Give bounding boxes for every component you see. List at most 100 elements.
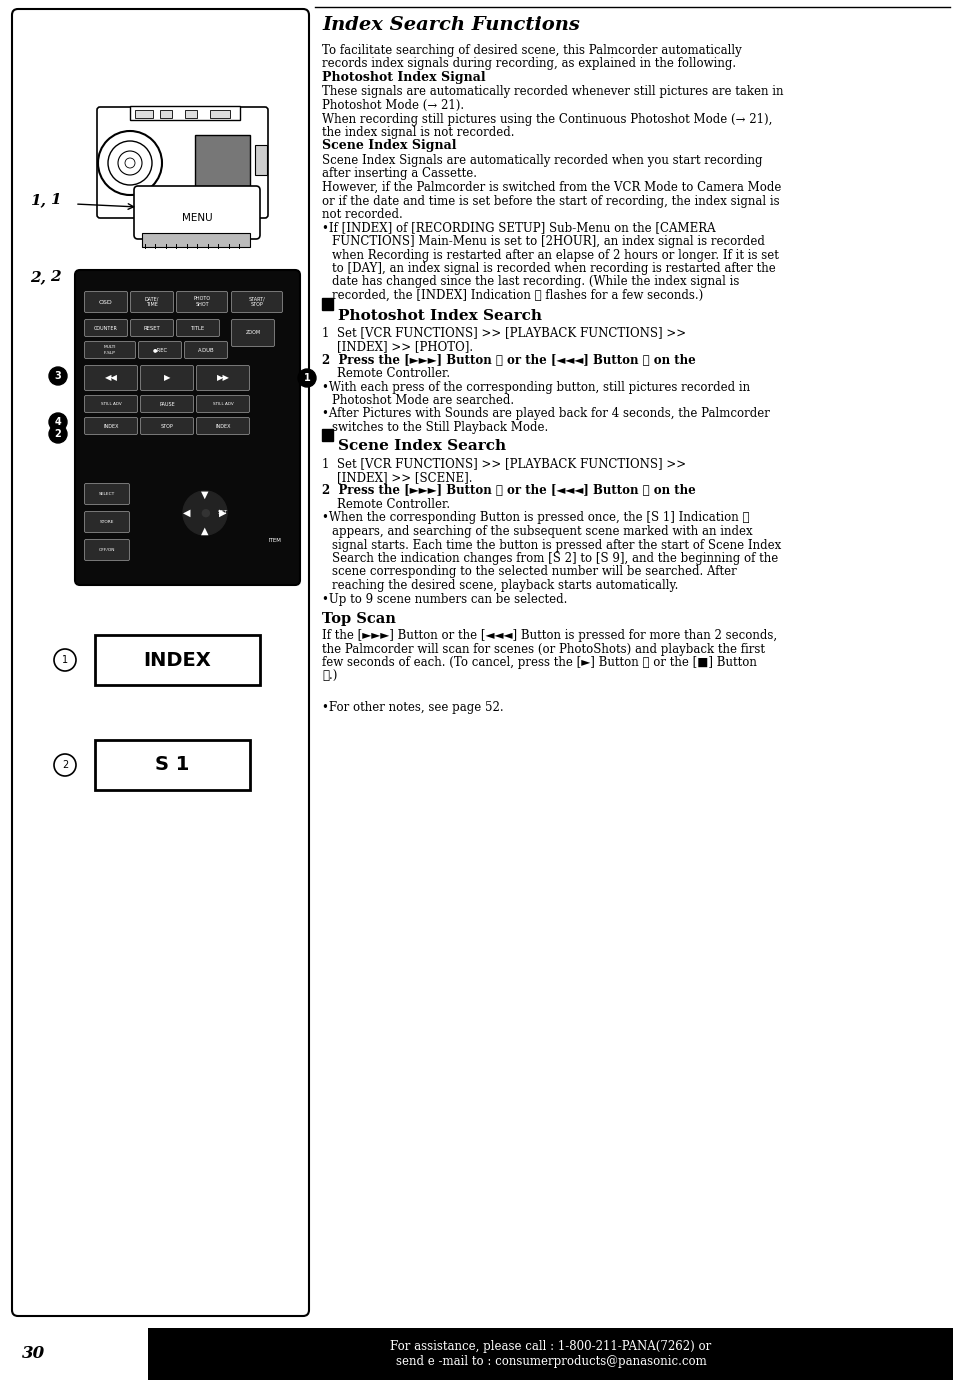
Text: ▼: ▼ bbox=[201, 490, 209, 500]
Text: •For other notes, see page 52.: •For other notes, see page 52. bbox=[322, 701, 503, 713]
Text: DATE/: DATE/ bbox=[145, 297, 159, 301]
Bar bbox=[254, 145, 267, 175]
Bar bbox=[95, 635, 260, 684]
Text: S 1: S 1 bbox=[155, 755, 190, 774]
Text: FUNCTIONS] Main-Menu is set to [2HOUR], an index signal is recorded: FUNCTIONS] Main-Menu is set to [2HOUR], … bbox=[332, 235, 764, 248]
Text: To facilitate searching of desired scene, this Palmcorder automatically: To facilitate searching of desired scene… bbox=[322, 44, 741, 57]
FancyBboxPatch shape bbox=[131, 320, 173, 337]
Text: •With each press of the corresponding button, still pictures recorded in: •With each press of the corresponding bu… bbox=[322, 381, 749, 393]
FancyBboxPatch shape bbox=[140, 396, 193, 413]
FancyBboxPatch shape bbox=[196, 366, 250, 391]
Bar bbox=[148, 1328, 953, 1380]
Text: scene corresponding to the selected number will be searched. After: scene corresponding to the selected numb… bbox=[332, 566, 736, 578]
Text: 3: 3 bbox=[54, 371, 61, 381]
Text: ●REC: ●REC bbox=[152, 348, 168, 352]
Text: •Up to 9 scene numbers can be selected.: •Up to 9 scene numbers can be selected. bbox=[322, 592, 567, 606]
Bar bbox=[194, 135, 250, 210]
Bar bbox=[142, 233, 250, 247]
Text: STOP: STOP bbox=[251, 302, 263, 308]
Text: MULTI: MULTI bbox=[104, 345, 116, 349]
Text: •After Pictures with Sounds are played back for 4 seconds, the Palmcorder: •After Pictures with Sounds are played b… bbox=[322, 407, 769, 421]
Text: 1,: 1, bbox=[30, 193, 46, 207]
Text: ZOOM: ZOOM bbox=[245, 330, 260, 335]
FancyBboxPatch shape bbox=[140, 366, 193, 391]
Text: ④.): ④.) bbox=[322, 669, 337, 683]
Text: Photoshot Mode (→ 21).: Photoshot Mode (→ 21). bbox=[322, 99, 464, 112]
Text: 4: 4 bbox=[54, 417, 61, 426]
Text: These signals are automatically recorded whenever still pictures are taken in: These signals are automatically recorded… bbox=[322, 86, 782, 98]
Text: START/: START/ bbox=[249, 297, 265, 301]
Text: Search the indication changes from [S 2] to [S 9], and the beginning of the: Search the indication changes from [S 2]… bbox=[332, 552, 778, 564]
Text: date has changed since the last recording. (While the index signal is: date has changed since the last recordin… bbox=[332, 276, 739, 288]
FancyBboxPatch shape bbox=[196, 418, 250, 435]
FancyBboxPatch shape bbox=[75, 270, 299, 585]
FancyBboxPatch shape bbox=[232, 320, 274, 346]
Text: [INDEX] >> [SCENE].: [INDEX] >> [SCENE]. bbox=[322, 471, 472, 484]
Text: •When the corresponding Button is pressed once, the [S 1] Indication ②: •When the corresponding Button is presse… bbox=[322, 512, 749, 524]
FancyBboxPatch shape bbox=[184, 341, 227, 359]
Text: OFF/ON: OFF/ON bbox=[99, 548, 115, 552]
Text: 2: 2 bbox=[54, 429, 61, 439]
Text: ▶: ▶ bbox=[164, 374, 170, 382]
Text: Top Scan: Top Scan bbox=[322, 611, 395, 627]
Text: ▶▶: ▶▶ bbox=[216, 374, 230, 382]
Text: RESET: RESET bbox=[144, 326, 160, 330]
Bar bbox=[322, 298, 333, 309]
FancyBboxPatch shape bbox=[232, 291, 282, 312]
Text: switches to the Still Playback Mode.: switches to the Still Playback Mode. bbox=[332, 421, 548, 433]
Text: STOP: STOP bbox=[160, 424, 173, 429]
Text: TITLE: TITLE bbox=[191, 326, 205, 330]
Bar bbox=[130, 106, 240, 120]
Text: For assistance, please call : 1-800-211-PANA(7262) or
send e -mail to : consumer: For assistance, please call : 1-800-211-… bbox=[390, 1340, 711, 1368]
Text: ▶: ▶ bbox=[219, 508, 227, 518]
FancyBboxPatch shape bbox=[85, 341, 135, 359]
Text: ▲: ▲ bbox=[201, 526, 209, 535]
FancyBboxPatch shape bbox=[196, 396, 250, 413]
Bar bbox=[322, 429, 333, 440]
Circle shape bbox=[183, 491, 227, 535]
Text: 30: 30 bbox=[22, 1346, 45, 1362]
Text: If the [►►►] Button or the [◄◄◄] Button is pressed for more than 2 seconds,: If the [►►►] Button or the [◄◄◄] Button … bbox=[322, 629, 777, 642]
Text: •If [INDEX] of [RECORDING SETUP] Sub-Menu on the [CAMERA: •If [INDEX] of [RECORDING SETUP] Sub-Men… bbox=[322, 222, 715, 235]
Circle shape bbox=[49, 367, 67, 385]
FancyBboxPatch shape bbox=[97, 108, 268, 218]
Text: Scene Index Search: Scene Index Search bbox=[337, 439, 506, 454]
Circle shape bbox=[49, 413, 67, 431]
Text: records index signals during recording, as explained in the following.: records index signals during recording, … bbox=[322, 58, 736, 70]
Text: INDEX: INDEX bbox=[103, 424, 118, 429]
Text: Remote Controller.: Remote Controller. bbox=[322, 367, 450, 380]
FancyBboxPatch shape bbox=[176, 320, 219, 337]
Text: INDEX: INDEX bbox=[144, 650, 212, 669]
Text: STILL ADV: STILL ADV bbox=[213, 402, 233, 406]
Text: 2,: 2, bbox=[30, 270, 46, 284]
Text: 1  Set [VCR FUNCTIONS] >> [PLAYBACK FUNCTIONS] >>: 1 Set [VCR FUNCTIONS] >> [PLAYBACK FUNCT… bbox=[322, 458, 685, 471]
Circle shape bbox=[49, 425, 67, 443]
FancyBboxPatch shape bbox=[85, 483, 130, 505]
Text: 1: 1 bbox=[50, 193, 61, 207]
Text: A.DUB: A.DUB bbox=[197, 348, 214, 352]
Text: INDEX: INDEX bbox=[215, 424, 231, 429]
Bar bbox=[135, 110, 152, 119]
Text: COUNTER: COUNTER bbox=[94, 326, 118, 330]
Text: 1  Set [VCR FUNCTIONS] >> [PLAYBACK FUNCTIONS] >>: 1 Set [VCR FUNCTIONS] >> [PLAYBACK FUNCT… bbox=[322, 327, 685, 339]
FancyBboxPatch shape bbox=[133, 186, 260, 239]
Text: F-SLP: F-SLP bbox=[104, 351, 116, 355]
Bar bbox=[185, 110, 196, 119]
Text: after inserting a Cassette.: after inserting a Cassette. bbox=[322, 167, 476, 181]
Text: 1: 1 bbox=[62, 656, 68, 665]
Bar bbox=[160, 110, 172, 119]
Text: Scene Index Signals are automatically recorded when you start recording: Scene Index Signals are automatically re… bbox=[322, 155, 761, 167]
FancyBboxPatch shape bbox=[12, 10, 309, 1317]
FancyBboxPatch shape bbox=[138, 341, 181, 359]
FancyBboxPatch shape bbox=[85, 366, 137, 391]
Text: OSD: OSD bbox=[99, 299, 112, 305]
FancyBboxPatch shape bbox=[85, 320, 128, 337]
FancyBboxPatch shape bbox=[85, 291, 128, 312]
Text: Photoshot Index Search: Photoshot Index Search bbox=[337, 309, 541, 323]
Text: ◀: ◀ bbox=[183, 508, 191, 518]
Text: Photoshot Index Signal: Photoshot Index Signal bbox=[322, 70, 485, 84]
Circle shape bbox=[297, 368, 315, 386]
Bar bbox=[95, 740, 250, 789]
Text: [INDEX] >> [PHOTO].: [INDEX] >> [PHOTO]. bbox=[322, 339, 473, 353]
Text: STORE: STORE bbox=[100, 520, 114, 524]
